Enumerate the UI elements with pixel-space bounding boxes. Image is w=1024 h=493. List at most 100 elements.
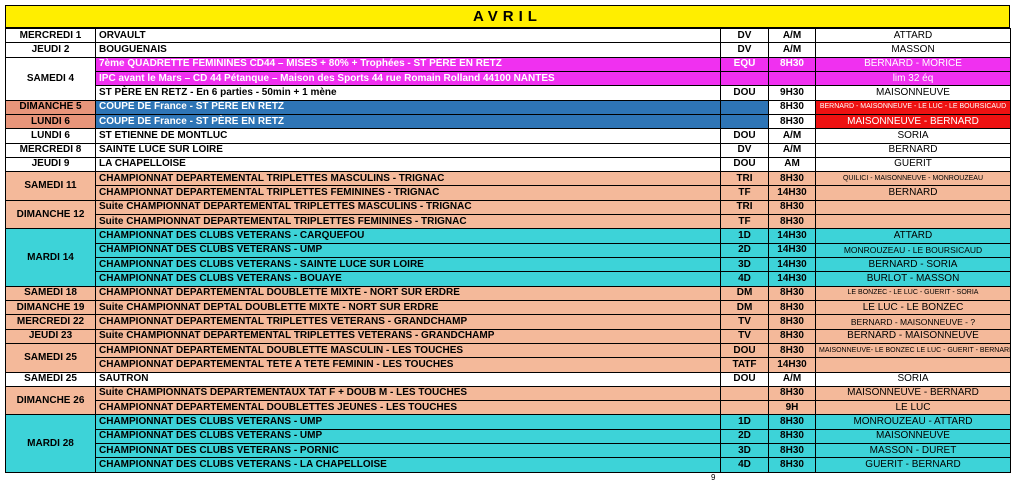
day: MARDI 28: [5, 414, 96, 473]
time: A/M: [768, 128, 816, 144]
time: 8H30: [768, 328, 816, 344]
page-number: 9: [711, 473, 716, 482]
day: LUNDI 6: [5, 113, 96, 130]
names: BERNARD - SORIA: [815, 256, 1011, 273]
schedule-row: LUNDI 6 ST ETIENNE DE MONTLUC DOU A/M SORIA: [5, 128, 1011, 144]
schedule-row: CHAMPIONNAT DEPARTEMENTAL TRIPLETTES FEM…: [6, 185, 1011, 201]
day: JEUDI 2: [5, 42, 96, 58]
type: TATF: [720, 357, 769, 373]
time: 14H30: [768, 357, 816, 373]
names: BURLOT - MASSON: [815, 271, 1011, 287]
day: SAMEDI 25: [5, 371, 96, 387]
time: AM: [768, 156, 816, 173]
schedule-row: ST PÈRE EN RETZ - En 6 parties - 50min +…: [6, 85, 1011, 101]
type: DV: [720, 42, 769, 58]
event: BOUGUENAIS: [95, 42, 721, 58]
names: LE LUC - LE BONZEC: [815, 299, 1011, 316]
type: DOU: [720, 85, 769, 101]
time: 8H30: [768, 214, 816, 230]
type: 4D: [720, 457, 769, 473]
type: [720, 113, 769, 130]
names: MAISONNEUVE- LE BONZEC LE LUC - GUERIT -…: [815, 342, 1011, 359]
day: DIMANCHE 26: [5, 385, 96, 416]
event: CHAMPIONNAT DES CLUBS VETERANS - UMP: [95, 428, 721, 445]
time: 9H: [768, 400, 816, 416]
names: lim 32 éq: [815, 70, 1011, 87]
schedule-row: SAMEDI 11 CHAMPIONNAT DEPARTEMENTAL TRIPL…: [5, 171, 1011, 201]
schedule-row: MERCREDI 8 SAINTE LUCE SUR LOIRE DV A/M BERN…: [5, 142, 1011, 158]
type: 4D: [720, 271, 769, 287]
names: MAISONNEUVE: [815, 428, 1011, 445]
time: 8H30: [768, 414, 816, 430]
event: CHAMPIONNAT DEPARTEMENTAL TRIPLETTES MAS…: [95, 171, 721, 187]
day: SAMEDI 4: [5, 56, 96, 101]
names: ATTARD: [815, 27, 1011, 44]
names: MASSON - DURET: [815, 443, 1011, 459]
names: BERNARD - MAISONNEUVE - ?: [815, 314, 1011, 330]
names: GUERIT - BERNARD: [815, 457, 1011, 473]
event: Suite CHAMPIONNAT DEPARTEMENTAL TRIPLETT…: [95, 328, 721, 344]
day: DIMANCHE 12: [5, 199, 96, 230]
type: DV: [720, 142, 769, 158]
time: 14H30: [768, 271, 816, 287]
event: COUPE DE France - ST PÈRE EN RETZ: [95, 99, 721, 115]
event: CHAMPIONNAT DES CLUBS VETERANS - CARQUEF…: [95, 228, 721, 244]
schedule-row: CHAMPIONNAT DES CLUBS VETERANS - PORNIC 3…: [6, 443, 1011, 459]
time: 8H30: [768, 299, 816, 316]
type: DV: [720, 27, 769, 44]
event: SAUTRON: [95, 371, 721, 387]
names: ATTARD: [815, 228, 1011, 244]
schedule-row: CHAMPIONNAT DES CLUBS VETERANS - BOUAYE 4…: [6, 271, 1011, 287]
names: MASSON: [815, 42, 1011, 58]
schedule-row: DIMANCHE 12 Suite CHAMPIONNAT DEPARTEMENT…: [5, 199, 1011, 230]
type: [720, 70, 769, 87]
time: 14H30: [768, 256, 816, 273]
schedule-row: SAMEDI 4 7ème QUADRETTE FEMININES CD44 – …: [5, 56, 1011, 101]
type: 1D: [720, 414, 769, 430]
schedule-row: CHAMPIONNAT DES CLUBS VETERANS - SAINTE …: [6, 256, 1011, 273]
type: DM: [720, 299, 769, 316]
event: LA CHAPELLOISE: [95, 156, 721, 173]
type: DOU: [720, 156, 769, 173]
type: TV: [720, 314, 769, 330]
type: [720, 400, 769, 416]
time: 8H30: [768, 443, 816, 459]
names: BERNARD - MAISONNEUVE: [815, 328, 1011, 344]
names: QUILICI - MAISONNEUVE - MONROUZEAU: [815, 171, 1011, 187]
names: SORIA: [815, 371, 1011, 387]
type: 3D: [720, 256, 769, 273]
names: MONROUZEAU - ATTARD: [815, 414, 1011, 430]
type: DOU: [720, 371, 769, 387]
type: TRI: [720, 171, 769, 187]
time: 8H30: [768, 385, 816, 402]
time: A/M: [768, 371, 816, 387]
type: TV: [720, 328, 769, 344]
day: SAMEDI 11: [5, 171, 96, 201]
names: BERNARD - MAISONNEUVE - LE LUC - LE BOUR…: [815, 99, 1011, 115]
time: 8H30: [768, 99, 816, 115]
names: BERNARD - MORICE: [815, 56, 1011, 72]
time: 9H30: [768, 85, 816, 101]
schedule-table: MERCREDI 1 ORVAULT DV A/M ATTARD JEUDI 2 BOUGU…: [5, 27, 1011, 473]
event: CHAMPIONNAT DEPARTEMENTAL TRIPLETTES VET…: [95, 314, 721, 330]
schedule-row: DIMANCHE 19 Suite CHAMPIONNAT DEPTAL DOUB…: [5, 299, 1011, 316]
day: JEUDI 9: [5, 156, 96, 173]
time: 14H30: [768, 185, 816, 201]
day: DIMANCHE 5: [5, 99, 96, 115]
event: CHAMPIONNAT DEPARTEMENTAL TRIPLETTES FEM…: [95, 185, 721, 201]
names: [815, 214, 1011, 230]
schedule-row: SAMEDI 25 CHAMPIONNAT DEPARTEMENTAL DOUBL…: [5, 342, 1011, 373]
schedule-row: LUNDI 6 COUPE DE France - ST PÈRE EN RETZ…: [5, 113, 1011, 130]
time: A/M: [768, 142, 816, 158]
day: MERCREDI 22: [5, 314, 96, 330]
schedule-row: CHAMPIONNAT DEPARTEMENTAL TETE A TETE FE…: [6, 357, 1011, 373]
type: 2D: [720, 428, 769, 445]
day: MERCREDI 1: [5, 27, 96, 44]
event: ST PÈRE EN RETZ - En 6 parties - 50min +…: [95, 85, 721, 101]
names: [815, 357, 1011, 373]
time: [768, 70, 816, 87]
time: 8H30: [768, 171, 816, 187]
type: TF: [720, 214, 769, 230]
schedule-row: MERCREDI 22 CHAMPIONNAT DEPARTEMENTAL TRI…: [5, 314, 1011, 330]
names: GUERIT: [815, 156, 1011, 173]
